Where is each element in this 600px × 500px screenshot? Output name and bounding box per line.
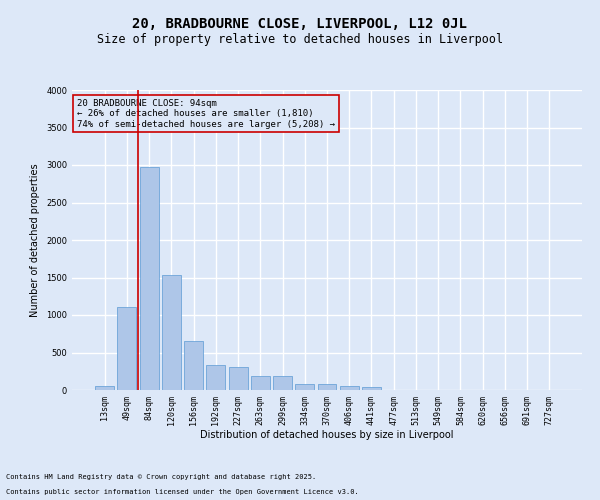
Bar [95, 386, 114, 390]
Text: Size of property relative to detached houses in Liverpool: Size of property relative to detached ho… [97, 32, 503, 46]
Bar [251, 376, 270, 390]
Bar [140, 167, 158, 390]
Bar [118, 306, 136, 390]
Bar [229, 367, 248, 390]
Text: Contains HM Land Registry data © Crown copyright and database right 2025.: Contains HM Land Registry data © Crown c… [6, 474, 316, 480]
Text: Contains public sector information licensed under the Open Government Licence v3: Contains public sector information licen… [6, 489, 359, 495]
Bar [340, 386, 359, 390]
Bar [206, 365, 225, 390]
Bar [295, 384, 314, 390]
Bar [184, 341, 203, 390]
Bar [273, 376, 292, 390]
Text: 20, BRADBOURNE CLOSE, LIVERPOOL, L12 0JL: 20, BRADBOURNE CLOSE, LIVERPOOL, L12 0JL [133, 18, 467, 32]
Text: 20 BRADBOURNE CLOSE: 94sqm
← 26% of detached houses are smaller (1,810)
74% of s: 20 BRADBOURNE CLOSE: 94sqm ← 26% of deta… [77, 99, 335, 129]
Bar [162, 275, 181, 390]
Bar [362, 386, 381, 390]
X-axis label: Distribution of detached houses by size in Liverpool: Distribution of detached houses by size … [200, 430, 454, 440]
Bar [317, 384, 337, 390]
Y-axis label: Number of detached properties: Number of detached properties [31, 163, 40, 317]
